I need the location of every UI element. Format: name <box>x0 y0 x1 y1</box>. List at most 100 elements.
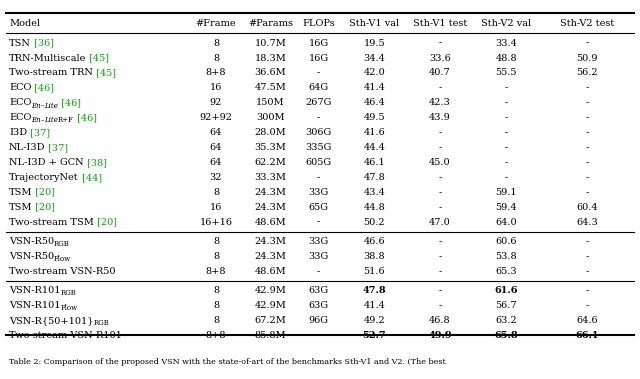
Text: 8: 8 <box>213 316 219 325</box>
Text: -: - <box>586 188 589 197</box>
Text: 34.4: 34.4 <box>364 53 385 63</box>
Text: 8: 8 <box>213 237 219 246</box>
Text: 8+8: 8+8 <box>205 267 227 276</box>
Text: 44.4: 44.4 <box>364 143 385 152</box>
Text: [20]: [20] <box>33 203 56 211</box>
Text: 49.9: 49.9 <box>428 331 452 340</box>
Text: 267G: 267G <box>305 98 332 107</box>
Text: 16G: 16G <box>308 39 328 48</box>
Text: 16: 16 <box>210 83 222 92</box>
Text: [45]: [45] <box>86 53 109 63</box>
Text: -: - <box>317 69 320 77</box>
Text: 33.4: 33.4 <box>495 39 517 48</box>
Text: 306G: 306G <box>305 128 332 137</box>
Text: -: - <box>586 143 589 152</box>
Text: 67.2M: 67.2M <box>255 316 286 325</box>
Text: Sth-V1 val: Sth-V1 val <box>349 19 399 28</box>
Text: [46]: [46] <box>31 83 54 92</box>
Text: FLOPs: FLOPs <box>302 19 335 28</box>
Text: Table 2: Comparison of the proposed VSN with the state-of-art of the benchmarks : Table 2: Comparison of the proposed VSN … <box>9 358 445 366</box>
Text: TSN: TSN <box>9 39 31 48</box>
Text: 66.1: 66.1 <box>575 331 599 340</box>
Text: 35.3M: 35.3M <box>255 143 286 152</box>
Text: -: - <box>586 286 589 295</box>
Text: 335G: 335G <box>305 143 332 152</box>
Text: 96G: 96G <box>308 316 328 325</box>
Text: 43.4: 43.4 <box>364 188 385 197</box>
Text: 64: 64 <box>210 143 222 152</box>
Text: ECO: ECO <box>9 98 31 107</box>
Text: Sth-V2 val: Sth-V2 val <box>481 19 531 28</box>
Text: -: - <box>586 83 589 92</box>
Text: 64.3: 64.3 <box>577 218 598 227</box>
Text: 8: 8 <box>213 53 219 63</box>
Text: 41.4: 41.4 <box>364 83 385 92</box>
Text: 48.6M: 48.6M <box>255 267 286 276</box>
Text: #Params: #Params <box>248 19 293 28</box>
Text: 60.4: 60.4 <box>577 203 598 211</box>
Text: -: - <box>586 113 589 122</box>
Text: 33G: 33G <box>308 252 328 261</box>
Text: 47.8: 47.8 <box>364 173 385 182</box>
Text: Flow: Flow <box>60 304 77 312</box>
Text: -: - <box>586 237 589 246</box>
Text: ECO: ECO <box>9 113 31 122</box>
Text: 63.2: 63.2 <box>495 316 517 325</box>
Text: 59.4: 59.4 <box>495 203 517 211</box>
Text: Sth-V1 test: Sth-V1 test <box>413 19 467 28</box>
Text: 46.6: 46.6 <box>364 237 385 246</box>
Text: 56.7: 56.7 <box>495 301 517 310</box>
Text: En: En <box>31 116 41 124</box>
Text: 41.4: 41.4 <box>364 301 385 310</box>
Text: 85.8M: 85.8M <box>255 331 286 340</box>
Text: 8: 8 <box>213 252 219 261</box>
Text: 43.9: 43.9 <box>429 113 451 122</box>
Text: En: En <box>31 102 41 110</box>
Text: 8: 8 <box>213 188 219 197</box>
Text: 46.8: 46.8 <box>429 316 451 325</box>
Text: 8: 8 <box>213 301 219 310</box>
Text: -: - <box>586 301 589 310</box>
Text: NL-I3D: NL-I3D <box>9 143 45 152</box>
Text: 8+8: 8+8 <box>205 69 227 77</box>
Text: 47.8: 47.8 <box>363 286 386 295</box>
Text: -: - <box>504 83 508 92</box>
Text: 48.6M: 48.6M <box>255 218 286 227</box>
Text: RGB: RGB <box>93 319 109 327</box>
Text: 33G: 33G <box>308 237 328 246</box>
Text: -: - <box>504 173 508 182</box>
Text: Two-stream TRN: Two-stream TRN <box>9 69 93 77</box>
Text: 36.6M: 36.6M <box>255 69 286 77</box>
Text: I3D: I3D <box>9 128 27 137</box>
Text: -: - <box>438 188 442 197</box>
Text: Model: Model <box>9 19 40 28</box>
Text: R+F: R+F <box>58 116 74 124</box>
Text: -: - <box>504 158 508 167</box>
Text: 64: 64 <box>210 128 222 137</box>
Text: 46.4: 46.4 <box>364 98 385 107</box>
Text: –: – <box>41 102 44 110</box>
Text: VSN-R50: VSN-R50 <box>9 237 54 246</box>
Text: 64: 64 <box>210 158 222 167</box>
Text: -: - <box>438 203 442 211</box>
Text: 40.7: 40.7 <box>429 69 451 77</box>
Text: -: - <box>438 39 442 48</box>
Text: 56.2: 56.2 <box>577 69 598 77</box>
Text: -: - <box>317 267 320 276</box>
Text: 42.9M: 42.9M <box>255 286 286 295</box>
Text: Two-stream VSN-R101: Two-stream VSN-R101 <box>9 331 122 340</box>
Text: 45.0: 45.0 <box>429 158 451 167</box>
Text: 50.9: 50.9 <box>577 53 598 63</box>
Text: 10.7M: 10.7M <box>255 39 286 48</box>
Text: 59.1: 59.1 <box>495 188 517 197</box>
Text: TrajectoryNet: TrajectoryNet <box>9 173 79 182</box>
Text: 63G: 63G <box>308 286 328 295</box>
Text: 64.0: 64.0 <box>495 218 517 227</box>
Text: -: - <box>317 331 320 340</box>
Text: 8+8: 8+8 <box>205 331 227 340</box>
Text: Two-stream VSN-R50: Two-stream VSN-R50 <box>9 267 115 276</box>
Text: [38]: [38] <box>84 158 107 167</box>
Text: -: - <box>438 237 442 246</box>
Text: 48.8: 48.8 <box>495 53 517 63</box>
Text: [36]: [36] <box>31 39 54 48</box>
